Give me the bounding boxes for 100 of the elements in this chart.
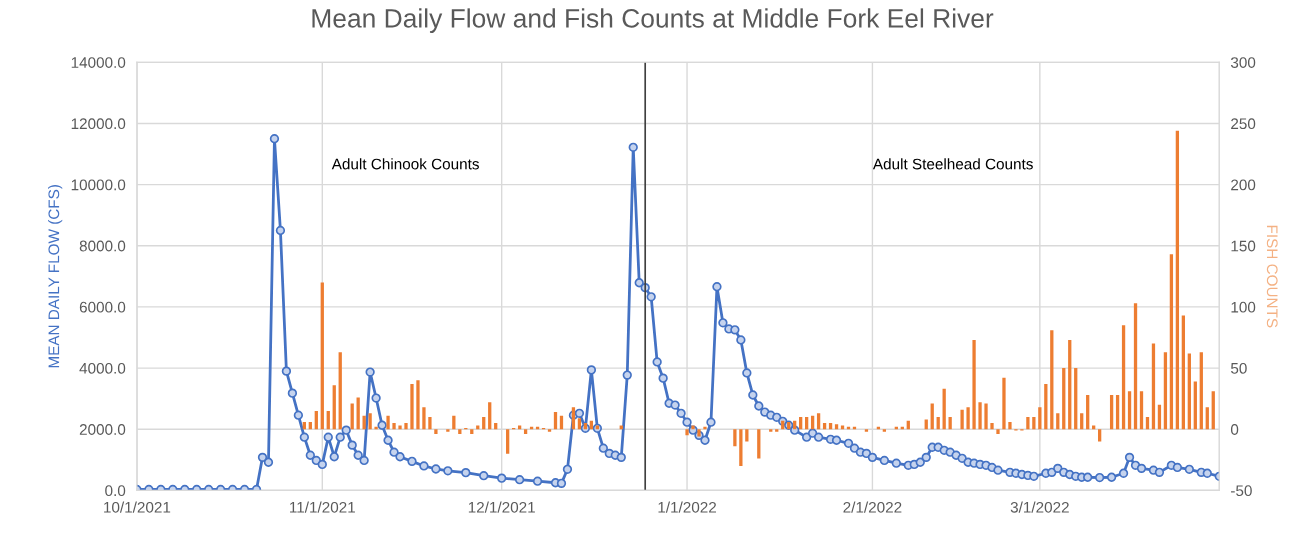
bar: [356, 397, 360, 430]
bar: [1074, 368, 1078, 430]
bar: [1157, 404, 1162, 430]
bar: [547, 429, 552, 432]
bar: [1199, 352, 1203, 430]
bar: [368, 413, 372, 430]
bar: [1163, 352, 1168, 430]
bar: [1002, 377, 1006, 430]
bar: [428, 417, 432, 430]
bar: [404, 423, 408, 430]
bar: [470, 429, 474, 435]
bar: [1068, 339, 1072, 430]
y2-axis-title: FISH COUNTS: [1266, 225, 1278, 328]
y2-tick-label: 0: [1230, 424, 1239, 435]
bar: [1056, 413, 1060, 430]
x-tick-label: 10/1/2021: [104, 501, 171, 513]
bar: [1032, 417, 1036, 430]
x-tick-label: 1/1/2022: [658, 501, 717, 513]
y2-tick-label: 150: [1231, 240, 1256, 252]
bar: [392, 423, 396, 430]
y2-tick-label: -50: [1231, 485, 1252, 497]
bar: [1121, 325, 1126, 430]
bar: [1211, 391, 1215, 430]
bar: [1044, 383, 1048, 430]
y-tick-label: 4000.0: [79, 362, 126, 374]
y-tick-label: 2000.0: [79, 424, 126, 435]
bar: [1145, 417, 1150, 430]
bar: [332, 385, 336, 430]
bar: [1127, 391, 1132, 430]
bar: [482, 417, 486, 430]
bar: [948, 417, 952, 430]
bar: [488, 402, 492, 430]
bar: [942, 388, 946, 430]
bar: [1205, 407, 1209, 430]
bar: [996, 429, 1000, 435]
bar: [1169, 254, 1174, 430]
bar: [1026, 417, 1030, 430]
bar: [984, 403, 988, 430]
bar: [882, 429, 887, 432]
bar: [410, 383, 414, 430]
bar: [458, 429, 462, 435]
bar: [1181, 315, 1186, 430]
bar: [799, 417, 803, 430]
y-tick-label: 12000.0: [71, 118, 126, 130]
bar: [1038, 407, 1042, 430]
y2-tick-label: 50: [1230, 362, 1247, 374]
bar: [1133, 303, 1138, 430]
bar: [1080, 413, 1084, 430]
bar: [757, 429, 761, 459]
bar: [924, 419, 928, 430]
bar: [416, 380, 420, 430]
annotation: Adult Steelhead Counts: [872, 158, 1033, 170]
y-axis-title: MEAN DAILY FLOW (CFS): [48, 185, 63, 368]
y2-tick-label: 200: [1231, 179, 1256, 191]
bar: [494, 423, 498, 430]
x-tick-label: 11/1/2021: [290, 501, 355, 513]
bar: [1193, 381, 1197, 430]
bar: [1050, 330, 1054, 430]
bar: [1175, 130, 1180, 430]
bar: [769, 429, 773, 432]
y-tick-label: 0.0: [105, 485, 126, 497]
bar: [1086, 394, 1090, 430]
y-tick-label: 6000.0: [79, 301, 126, 313]
annotation: Adult Chinook Counts: [331, 158, 479, 170]
bar: [1062, 368, 1066, 430]
bar: [828, 423, 833, 430]
bar: [960, 409, 964, 430]
y-tick-label: 14000.0: [71, 57, 126, 68]
y2-tick-label: 250: [1231, 118, 1256, 130]
bar: [434, 429, 438, 435]
bar: [320, 282, 324, 430]
y2-tick-label: 300: [1230, 57, 1256, 68]
x-tick-label: 3/1/2022: [1010, 501, 1069, 513]
bar: [972, 339, 976, 430]
bar: [523, 429, 528, 435]
bar: [834, 424, 839, 430]
bar: [374, 426, 378, 430]
bar: [553, 412, 558, 430]
bar: [775, 429, 779, 432]
bar: [966, 407, 970, 430]
y-tick-label: 10000.0: [71, 179, 126, 191]
chart-title: Mean Daily Flow and Fish Counts at Middle Fork Eel River: [312, 8, 994, 33]
bar: [739, 429, 743, 466]
bar: [864, 429, 869, 432]
bar: [1187, 353, 1191, 430]
bar: [446, 429, 450, 432]
bar: [1151, 343, 1156, 430]
bar: [703, 426, 707, 430]
bar: [733, 429, 737, 447]
x-tick-label: 2/1/2022: [843, 501, 902, 513]
bar: [422, 407, 426, 430]
bar: [745, 429, 749, 442]
bar: [978, 402, 982, 430]
y-tick-label: 8000.0: [79, 240, 126, 252]
bar: [990, 423, 994, 430]
bar: [1098, 429, 1102, 442]
bar: [1008, 421, 1012, 430]
bar: [398, 425, 402, 430]
bar: [506, 429, 510, 454]
bar: [822, 423, 827, 430]
